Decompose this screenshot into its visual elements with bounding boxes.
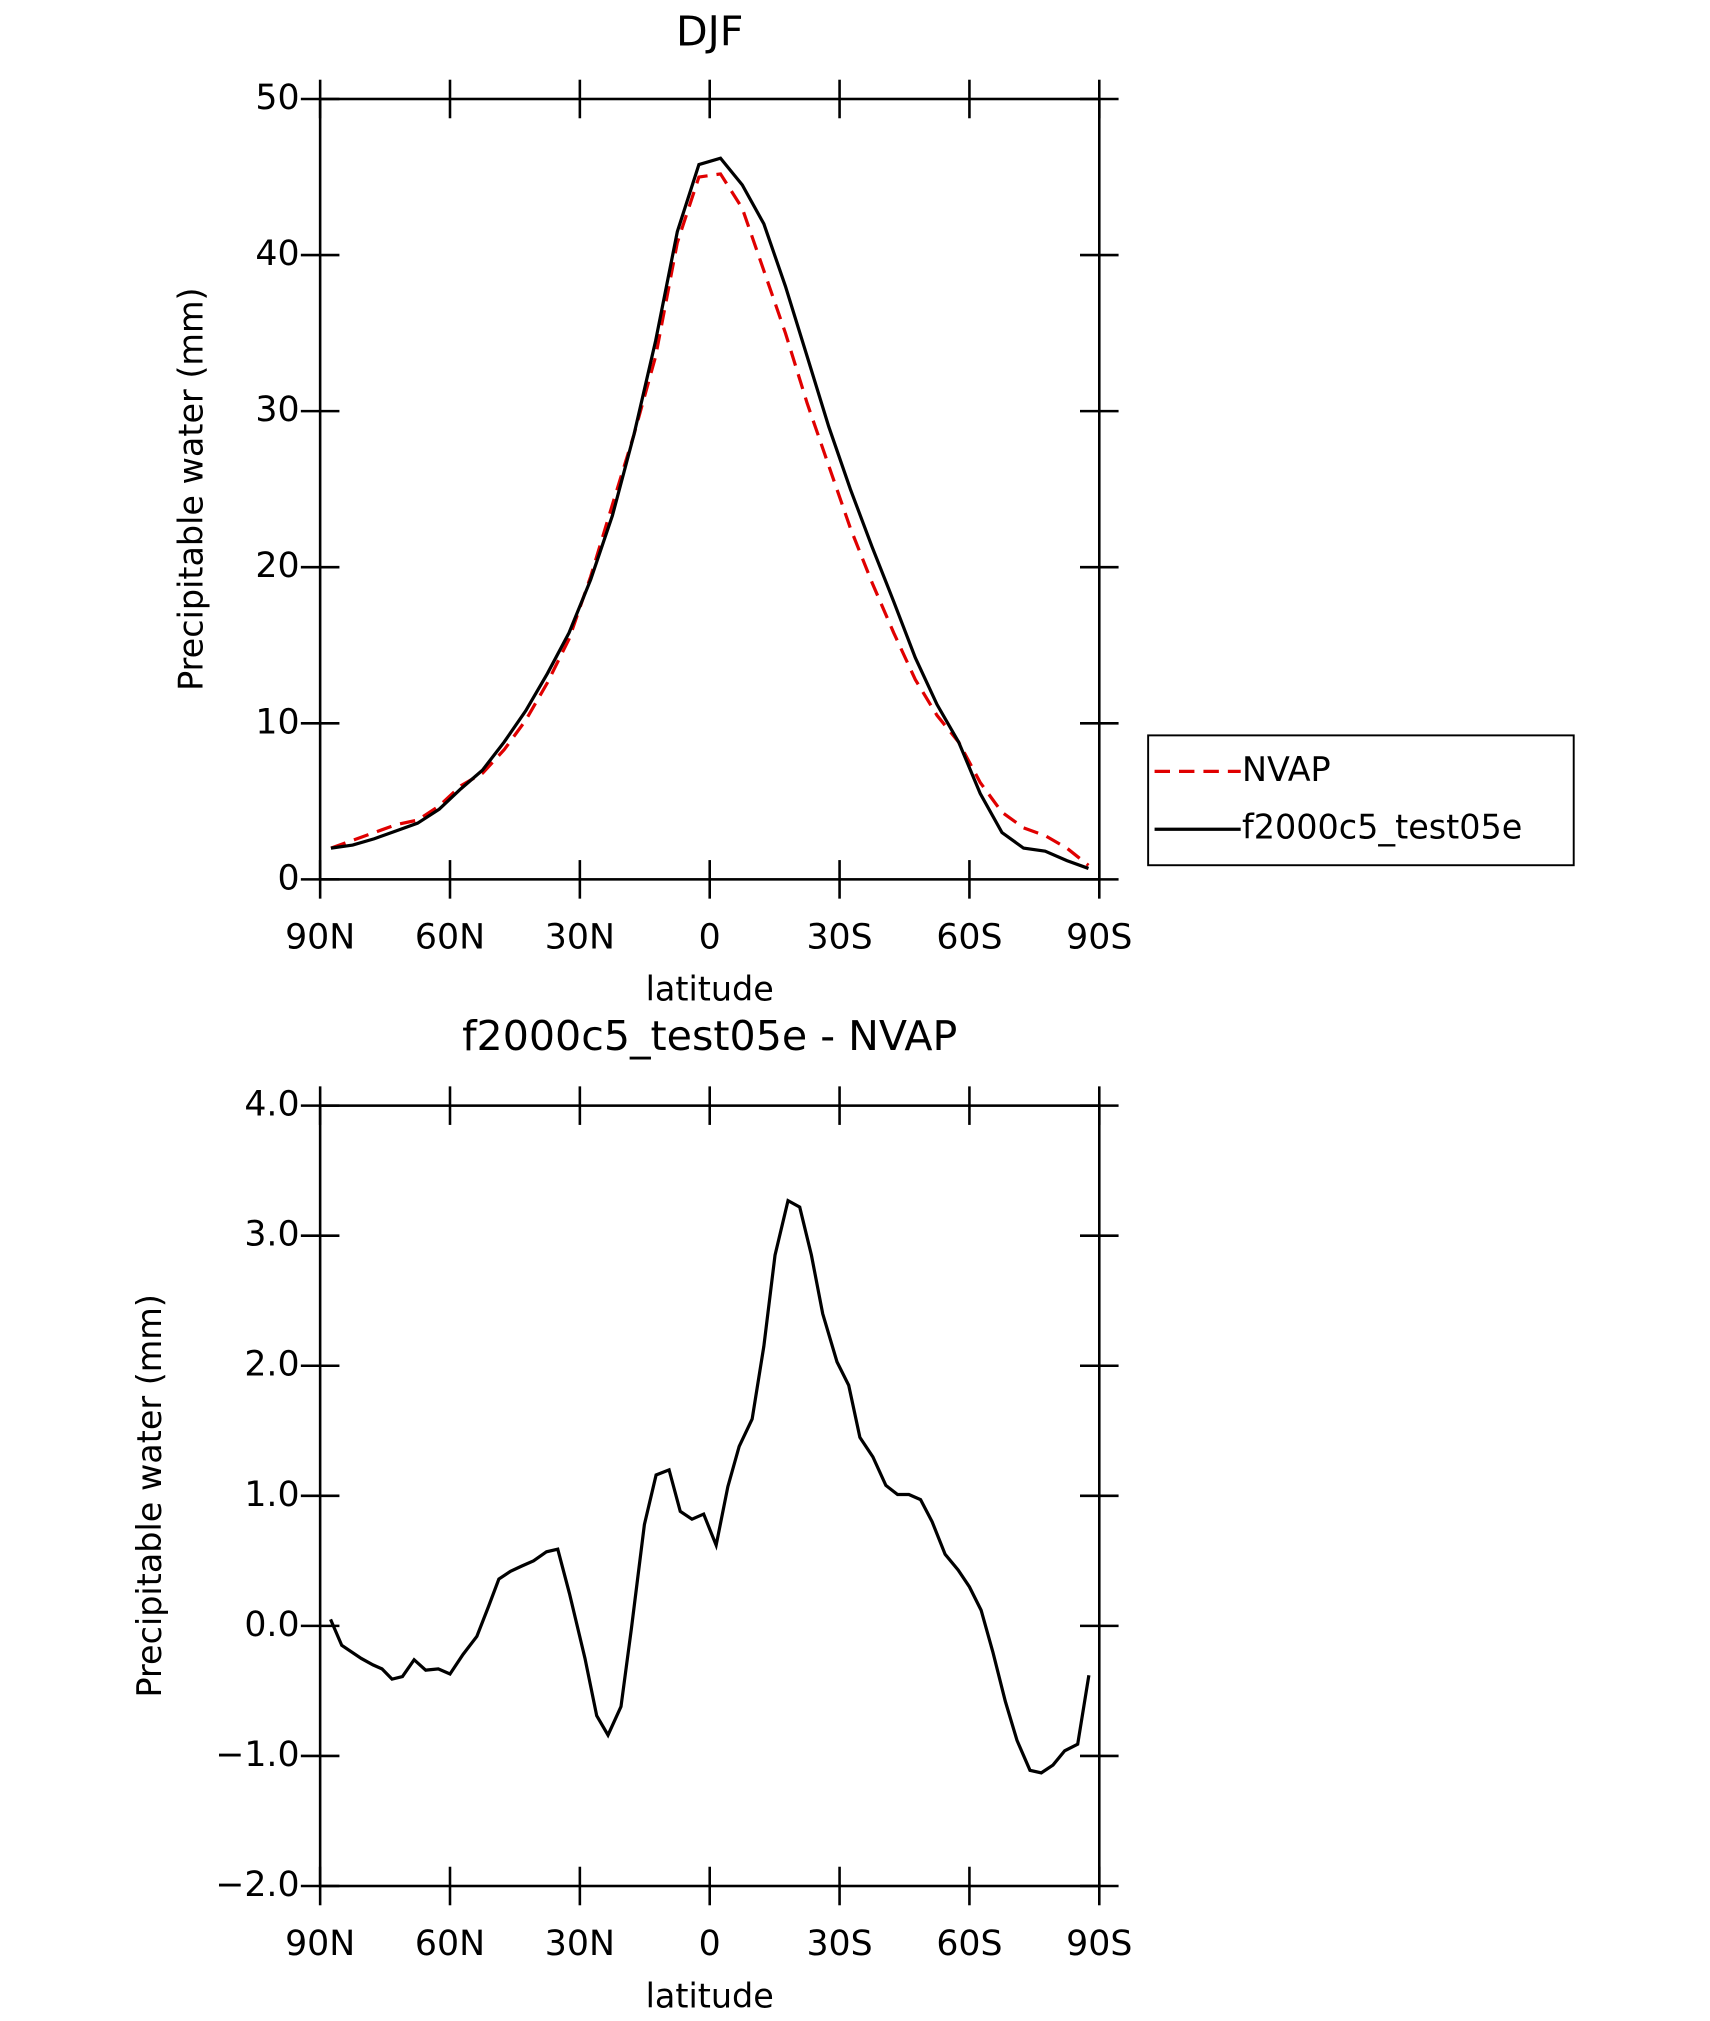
y-tick-label: 30 [255,390,299,430]
data-line [330,156,1090,870]
x-tick-label: 60S [936,918,1002,958]
x-tick-label: 0 [699,1924,721,1964]
x-tick-label: 0 [699,918,721,958]
y-tick-label: 20 [255,546,299,586]
x-tick-label: 90N [285,1924,355,1964]
x-tick-label: 60N [415,1924,485,1964]
y-axis-label: Precipitable water (mm) [171,287,210,690]
y-tick-label: −2.0 [215,1865,299,1905]
legend-label: NVAP [1242,750,1331,789]
y-tick-label: 50 [255,78,299,118]
y-tick-label: 2.0 [244,1345,299,1385]
y-tick-label: 0.0 [244,1605,299,1645]
x-tick-label: 30S [806,918,872,958]
y-tick-label: 10 [255,702,299,742]
x-tick-label: 30N [545,1924,615,1964]
x-tick-label: 90S [1066,1924,1132,1964]
x-tick-label: 60N [415,918,485,958]
x-axis-label: latitude [646,1976,774,2015]
y-tick-label: 4.0 [244,1085,299,1125]
x-tick-label: 30N [545,918,615,958]
plot-frame [318,97,1101,881]
y-tick-label: 1.0 [244,1475,299,1515]
x-tick-label: 90N [285,918,355,958]
plot-frame [318,1104,1101,1888]
legend-box [1147,734,1575,867]
data-line [330,172,1090,867]
data-line [329,1198,1091,1775]
y-tick-label: −1.0 [215,1735,299,1775]
x-tick-label: 90S [1066,918,1132,958]
chart-title: f2000c5_test05e - NVAP [462,1012,957,1060]
y-tick-label: 3.0 [244,1215,299,1255]
y-tick-label: 0 [277,858,299,898]
x-tick-label: 60S [936,1924,1002,1964]
legend-label: f2000c5_test05e [1242,808,1522,847]
y-tick-label: 40 [255,234,299,274]
x-tick-label: 30S [806,1924,872,1964]
x-axis-label: latitude [646,970,774,1009]
chart-title: DJF [676,8,743,56]
y-axis-label: Precipitable water (mm) [130,1294,169,1697]
